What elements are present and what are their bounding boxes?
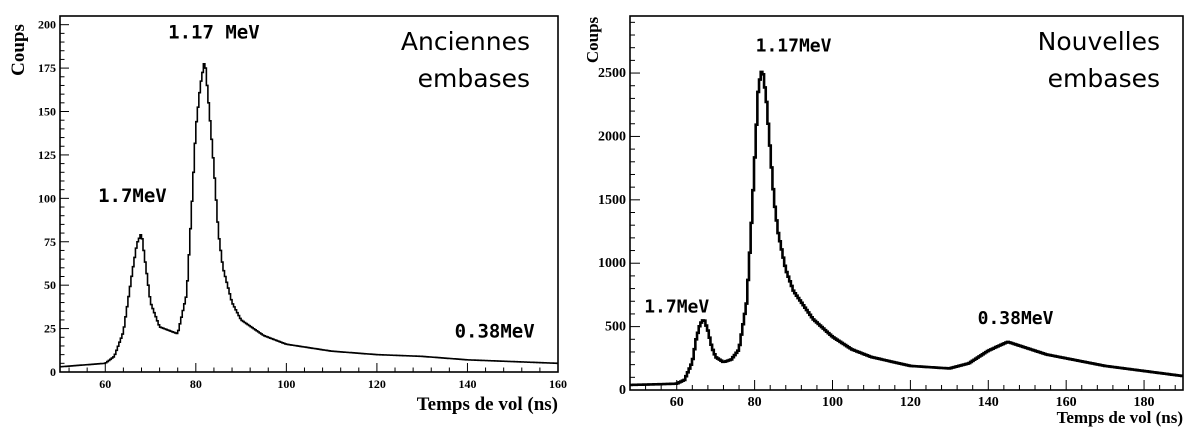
chart-nouvelles-embases: 60 80 100 120 140 160 18005001000150020002500 …	[583, 15, 1184, 427]
y-tick-label: 1500	[598, 193, 626, 208]
y-tick-label: 125	[38, 148, 56, 162]
x-tick-label: 160	[1056, 395, 1077, 410]
y-tick-label: 25	[44, 322, 56, 336]
y-tick-label: 50	[44, 278, 56, 292]
y-axis-title-right: Coups	[583, 16, 602, 63]
y-tick-label: 0	[619, 383, 626, 398]
y-tick-label: 150	[38, 105, 56, 119]
x-tick-label: 100	[277, 377, 295, 391]
x-tick-label: 60	[99, 377, 111, 391]
legend-line-2-left: embases	[418, 64, 530, 93]
x-tick-label: 60	[670, 395, 684, 410]
histogram-series	[60, 62, 558, 368]
x-tick-label: 160	[549, 377, 567, 391]
peak-label: 1.17 MeV	[168, 22, 260, 44]
x-tick-label: 80	[748, 395, 762, 410]
y-tick-label: 175	[38, 61, 56, 75]
x-tick-label: 140	[978, 395, 999, 410]
x-tick-label: 180	[1134, 395, 1155, 410]
peak-label: 0.38MeV	[978, 308, 1054, 329]
x-tick-label: 100	[822, 395, 843, 410]
peak-label: 1.17MeV	[756, 35, 832, 56]
legend-line-1-right: Nouvelles	[1038, 27, 1160, 56]
x-tick-label: 140	[458, 377, 476, 391]
legend-line-1-left: Anciennes	[401, 27, 530, 56]
y-tick-label: 0	[50, 365, 56, 379]
x-tick-label: 120	[368, 377, 386, 391]
y-tick-label: 500	[605, 320, 626, 335]
y-tick-label: 1000	[598, 256, 626, 271]
x-tick-label: 80	[190, 377, 202, 391]
y-tick-label: 2500	[598, 66, 626, 81]
plot-frame-left	[59, 15, 559, 373]
peak-label: 0.38MeV	[455, 320, 535, 342]
y-tick-label: 100	[38, 191, 56, 205]
legend-line-2-right: embases	[1048, 64, 1160, 93]
peak-label: 1.7MeV	[98, 185, 167, 207]
y-tick-label: 2000	[598, 129, 626, 144]
y-axis-title-left: Coups	[8, 24, 29, 76]
histogram-series	[630, 70, 1183, 387]
x-axis-title-left: Temps de vol (ns)	[417, 394, 558, 415]
chart-anciennes-embases: 60 80 100 120 140 160 0 25 50 75 100 125 150 175 200 1…	[8, 15, 567, 415]
x-axis-title-right: Temps de vol (ns)	[1057, 408, 1183, 427]
peak-label: 1.7MeV	[644, 297, 709, 318]
plot-frame-right	[629, 15, 1184, 391]
y-tick-label: 75	[44, 235, 56, 249]
y-tick-label: 200	[38, 18, 56, 32]
x-tick-label: 120	[900, 395, 921, 410]
